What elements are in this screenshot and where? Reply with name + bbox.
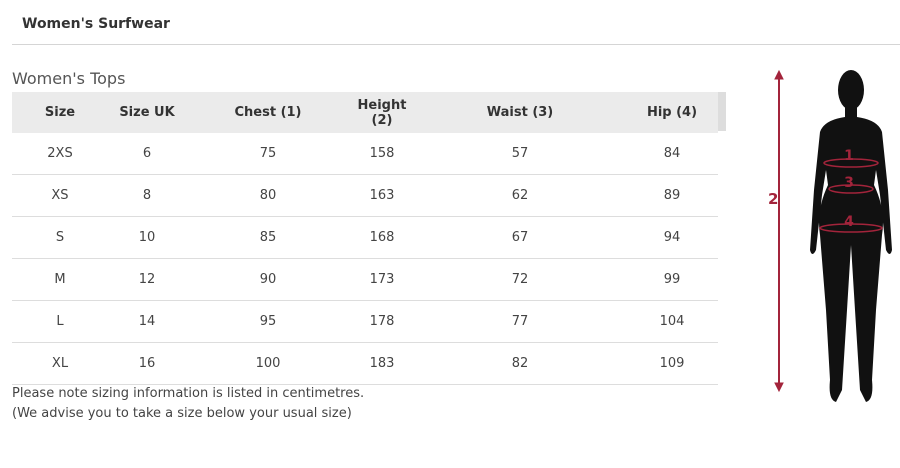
table-row: M 12 90 173 72 99 — [12, 258, 718, 301]
table-cell: 104 — [626, 300, 718, 343]
table-cell: 8 — [108, 174, 186, 217]
table-cell: 178 — [350, 300, 414, 343]
section-title: Women's Tops — [12, 69, 126, 88]
table-cell: 67 — [414, 216, 626, 259]
table-cell: 77 — [414, 300, 626, 343]
page-title: Women's Surfwear — [22, 16, 170, 32]
table-cell: 57 — [414, 133, 626, 175]
table-cell: 84 — [626, 133, 718, 175]
table-row: S 10 85 168 67 94 — [12, 216, 718, 259]
col-size: Size — [12, 92, 108, 133]
table-cell: 82 — [414, 342, 626, 385]
size-table: Size Size UK Chest (1) Height (2) Waist … — [12, 92, 718, 385]
table-cell: XS — [12, 174, 108, 217]
waist-label: 3 — [844, 175, 854, 191]
col-chest: Chest (1) — [186, 92, 350, 133]
divider — [12, 44, 900, 45]
table-cell: 75 — [186, 133, 350, 175]
sizing-note: Please note sizing information is listed… — [12, 384, 364, 424]
chest-ring — [823, 158, 879, 168]
col-waist: Waist (3) — [414, 92, 626, 133]
table-cell: M — [12, 258, 108, 301]
table-cell: 14 — [108, 300, 186, 343]
table-cell: 72 — [414, 258, 626, 301]
table-cell: 2XS — [12, 133, 108, 175]
table-cell: 99 — [626, 258, 718, 301]
table-cell: 95 — [186, 300, 350, 343]
hip-label: 4 — [844, 214, 854, 230]
table-cell: 109 — [626, 342, 718, 385]
table-cell: 183 — [350, 342, 414, 385]
woman-silhouette-icon — [810, 70, 892, 402]
table-cell: 10 — [108, 216, 186, 259]
note-line: (We advise you to take a size below your… — [12, 406, 352, 421]
table-cell: 94 — [626, 216, 718, 259]
table-cell: 158 — [350, 133, 414, 175]
body-measurement-figure: 2 1 3 4 — [768, 69, 892, 402]
scrollbar[interactable] — [718, 92, 726, 131]
table-cell: 173 — [350, 258, 414, 301]
chest-label: 1 — [844, 148, 854, 164]
table-cell: 90 — [186, 258, 350, 301]
height-arrow-icon — [774, 69, 784, 393]
table-cell: 163 — [350, 174, 414, 217]
table-cell: 6 — [108, 133, 186, 175]
waist-ring — [828, 184, 874, 194]
hip-ring — [819, 223, 883, 233]
table-cell: 62 — [414, 174, 626, 217]
table-cell: 12 — [108, 258, 186, 301]
table-cell: 100 — [186, 342, 350, 385]
table-header-row: Size Size UK Chest (1) Height (2) Waist … — [12, 92, 718, 133]
col-hip: Hip (4) — [626, 92, 718, 133]
note-line: Please note sizing information is listed… — [12, 386, 365, 401]
col-size-uk: Size UK — [108, 92, 186, 133]
table-cell: L — [12, 300, 108, 343]
table-row: L 14 95 178 77 104 — [12, 300, 718, 343]
table-cell: 16 — [108, 342, 186, 385]
table-cell: 85 — [186, 216, 350, 259]
table-cell: XL — [12, 342, 108, 385]
height-label: 2 — [768, 190, 778, 208]
col-height: Height (2) — [350, 92, 414, 133]
table-cell: 168 — [350, 216, 414, 259]
table-row: XS 8 80 163 62 89 — [12, 174, 718, 217]
table-cell: S — [12, 216, 108, 259]
table-cell: 89 — [626, 174, 718, 217]
table-row: 2XS 6 75 158 57 84 — [12, 133, 718, 175]
table-cell: 80 — [186, 174, 350, 217]
table-row: XL 16 100 183 82 109 — [12, 342, 718, 385]
